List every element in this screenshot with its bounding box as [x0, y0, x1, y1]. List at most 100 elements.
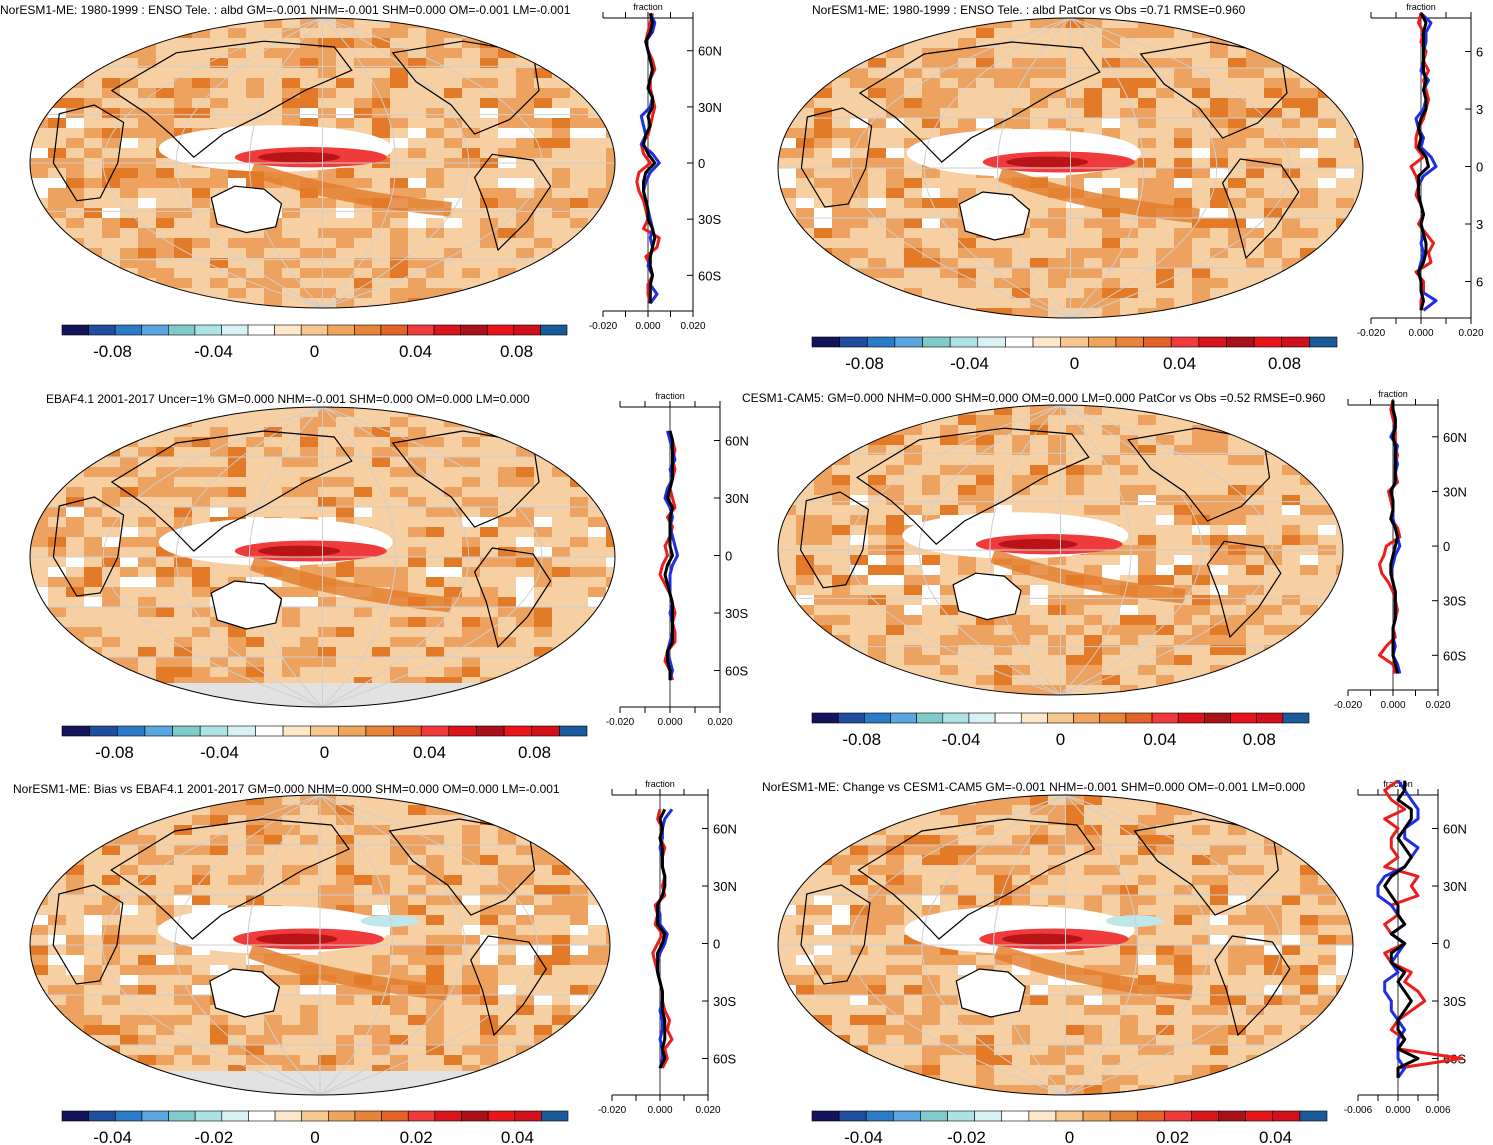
longitude-gridline: [175, 18, 323, 308]
map-cell: [408, 218, 426, 228]
map-cell: [84, 915, 102, 925]
map-cell: [1174, 18, 1192, 28]
longitude-gridline: [322, 18, 470, 308]
map-cell: [192, 188, 210, 198]
map-cell: [1336, 835, 1353, 845]
map-cell: [318, 58, 336, 68]
map-cell: [444, 667, 462, 677]
map-cell: [958, 78, 976, 88]
map-cell: [192, 577, 210, 587]
map-cell: [372, 118, 390, 128]
map-cell: [444, 945, 462, 955]
map-cell: [570, 467, 588, 477]
map-cell: [552, 865, 570, 875]
map-cell: [498, 467, 516, 477]
map-cell: [1300, 58, 1318, 68]
map-cell: [426, 1045, 444, 1055]
map-cell: [1120, 108, 1138, 118]
map-cell: [778, 905, 796, 915]
map-cell: [1138, 845, 1156, 855]
map-cell: [444, 407, 462, 417]
map-cell: [976, 475, 994, 485]
map-cell: [886, 168, 904, 178]
map-cell: [120, 975, 138, 985]
map-cell: [606, 955, 610, 965]
map-cell: [120, 935, 138, 945]
map-cell: [922, 585, 940, 595]
map-cell: [1030, 308, 1048, 318]
map-cell: [138, 607, 156, 617]
map-cell: [498, 795, 516, 805]
map-cell: [1120, 1015, 1138, 1025]
panel-2-title: NorESM1-ME: 1980-1999 : ENSO Tele. : alb…: [812, 3, 1246, 17]
map-cell: [904, 845, 922, 855]
map-cell: [264, 258, 282, 268]
map-cell: [796, 445, 814, 455]
map-cell: [1102, 505, 1120, 515]
map-cell: [1282, 495, 1300, 505]
map-cell: [904, 505, 922, 515]
map-cell: [796, 595, 814, 605]
map-cell: [426, 965, 444, 975]
map-cell: [1102, 58, 1120, 68]
map-cell: [850, 248, 868, 258]
map-cell: [1264, 835, 1282, 845]
map-cell: [138, 985, 156, 995]
map-cell: [1300, 88, 1318, 98]
map-cell: [498, 517, 516, 527]
map-cell: [850, 208, 868, 218]
map-cell: [84, 577, 102, 587]
map-cell: [832, 865, 850, 875]
map-cell: [1048, 1075, 1066, 1085]
map-cell: [102, 497, 120, 507]
map-cell: [940, 945, 958, 955]
map-cell: [958, 1085, 976, 1095]
map-cell: [778, 815, 796, 825]
map-cell: [606, 537, 615, 547]
map-cell: [1120, 1075, 1138, 1085]
map-cell: [1228, 525, 1246, 535]
map-cell: [390, 268, 408, 278]
colorbar-cell: [838, 1110, 867, 1122]
profile-lat-label: 6: [1476, 275, 1483, 290]
map-cell: [1120, 88, 1138, 98]
map-cell: [120, 825, 138, 835]
map-cell: [192, 865, 210, 875]
map-cell: [48, 188, 66, 198]
map-cell: [408, 178, 426, 188]
map-cell: [228, 288, 246, 298]
map-cell: [318, 108, 336, 118]
map-cell: [940, 48, 958, 58]
map-cell: [886, 148, 904, 158]
profile-xtick-label: -0.020: [589, 321, 618, 332]
map-cell: [1120, 1035, 1138, 1045]
colorbar-cell: [407, 324, 435, 336]
map-cell: [174, 108, 192, 118]
map-cell: [426, 1005, 444, 1015]
map-cell: [246, 667, 264, 677]
map-cell: [796, 405, 814, 415]
profile-series-black: [1417, 12, 1430, 311]
map-cell: [300, 865, 318, 875]
colorbar-cell: [531, 725, 560, 737]
map-cell: [66, 138, 84, 148]
colorbar-cell: [433, 324, 461, 336]
map-cell: [426, 865, 444, 875]
map-cell: [210, 258, 228, 268]
map-cell: [462, 537, 480, 547]
map-cell: [1264, 905, 1282, 915]
map-cell: [1354, 248, 1363, 258]
map-cell: [886, 885, 904, 895]
map-cell: [1120, 825, 1138, 835]
map-cell: [1174, 565, 1192, 575]
map-cell: [84, 407, 102, 417]
map-cell: [1264, 208, 1282, 218]
colorbar-cell: [942, 712, 970, 724]
colorbar-cell: [88, 1110, 116, 1122]
map-cell: [1264, 78, 1282, 88]
map-cell: [1192, 1075, 1210, 1085]
map-cell: [1318, 615, 1336, 625]
map-cell: [516, 697, 534, 707]
map-cell: [1120, 555, 1138, 565]
longitude-gridline: [921, 795, 1066, 1095]
